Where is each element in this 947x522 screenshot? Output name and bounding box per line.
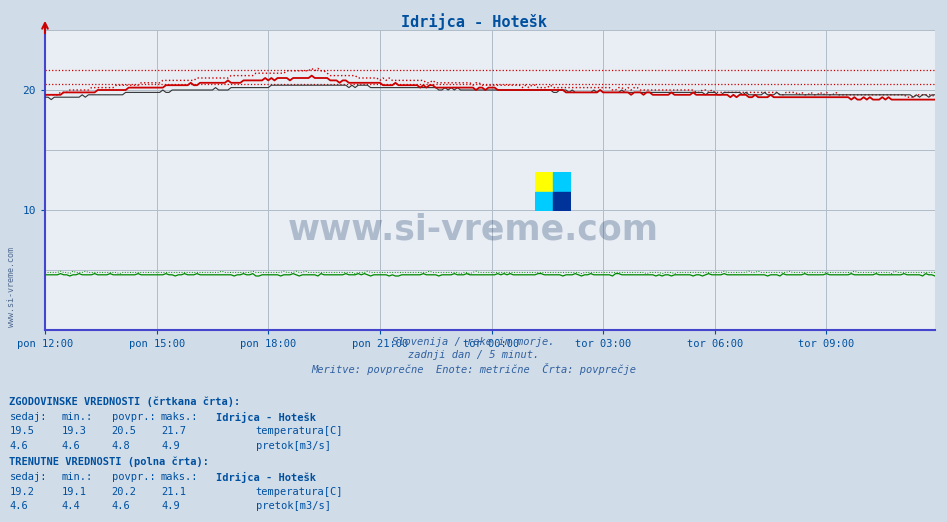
Text: sedaj:: sedaj:	[9, 472, 47, 482]
Text: TRENUTNE VREDNOSTI (polna črta):: TRENUTNE VREDNOSTI (polna črta):	[9, 457, 209, 467]
Text: pretok[m3/s]: pretok[m3/s]	[256, 441, 331, 451]
Text: 4.6: 4.6	[62, 441, 80, 451]
Text: Meritve: povprečne  Enote: metrične  Črta: povprečje: Meritve: povprečne Enote: metrične Črta:…	[311, 363, 636, 375]
Text: 19.3: 19.3	[62, 426, 86, 436]
Text: 4.4: 4.4	[62, 501, 80, 511]
Text: 19.2: 19.2	[9, 487, 34, 496]
Text: 20.5: 20.5	[112, 426, 136, 436]
Text: min.:: min.:	[62, 472, 93, 482]
Text: 4.9: 4.9	[161, 501, 180, 511]
Text: Idrijca - Hotešk: Idrijca - Hotešk	[216, 412, 316, 423]
Text: temperatura[C]: temperatura[C]	[256, 426, 343, 436]
Text: Slovenija / reke in morje.: Slovenija / reke in morje.	[392, 337, 555, 347]
Text: maks.:: maks.:	[161, 412, 199, 422]
Text: min.:: min.:	[62, 412, 93, 422]
Text: 4.6: 4.6	[9, 441, 28, 451]
Text: www.si-vreme.com: www.si-vreme.com	[7, 247, 16, 327]
Bar	[535, 192, 553, 211]
Text: 20.2: 20.2	[112, 487, 136, 496]
Text: sedaj:: sedaj:	[9, 412, 47, 422]
Text: 19.5: 19.5	[9, 426, 34, 436]
Text: zadnji dan / 5 minut.: zadnji dan / 5 minut.	[408, 350, 539, 360]
Text: povpr.:: povpr.:	[112, 412, 155, 422]
Text: 4.6: 4.6	[112, 501, 131, 511]
Text: 19.1: 19.1	[62, 487, 86, 496]
Text: ZGODOVINSKE VREDNOSTI (črtkana črta):: ZGODOVINSKE VREDNOSTI (črtkana črta):	[9, 397, 241, 407]
Text: Idrijca - Hotešk: Idrijca - Hotešk	[216, 472, 316, 483]
Text: www.si-vreme.com: www.si-vreme.com	[288, 212, 659, 247]
Bar	[535, 172, 553, 192]
Text: maks.:: maks.:	[161, 472, 199, 482]
Text: pretok[m3/s]: pretok[m3/s]	[256, 501, 331, 511]
Text: 4.8: 4.8	[112, 441, 131, 451]
Text: Idrijca - Hotešk: Idrijca - Hotešk	[401, 13, 546, 30]
Text: 4.6: 4.6	[9, 501, 28, 511]
Text: 21.7: 21.7	[161, 426, 186, 436]
Text: 4.9: 4.9	[161, 441, 180, 451]
Bar	[553, 172, 571, 192]
Text: povpr.:: povpr.:	[112, 472, 155, 482]
Text: temperatura[C]: temperatura[C]	[256, 487, 343, 496]
Bar	[553, 192, 571, 211]
Text: 21.1: 21.1	[161, 487, 186, 496]
